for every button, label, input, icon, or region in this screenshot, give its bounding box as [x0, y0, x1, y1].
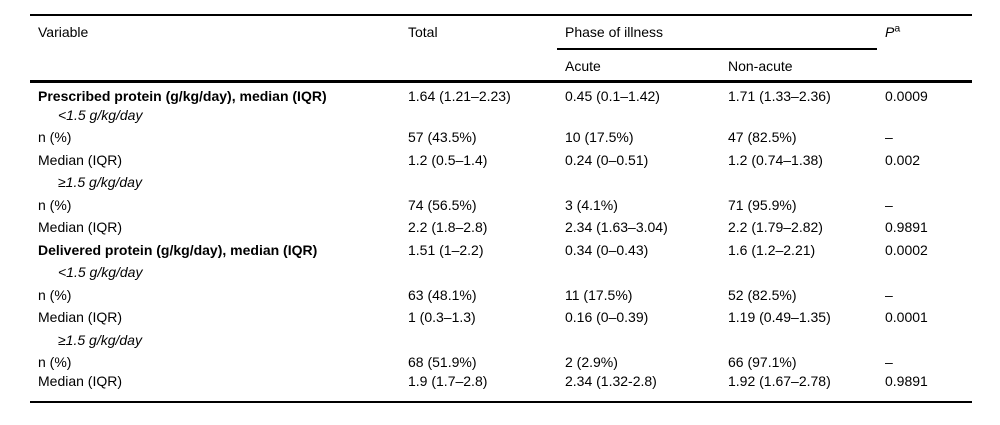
cell-p-value: – [885, 196, 893, 213]
cell-p-value: 0.9891 [885, 372, 928, 389]
row-label: n (%) [38, 129, 72, 146]
table-row: n (%) 68 (51.9%) 2 (2.9%) 66 (97.1%) – [30, 351, 972, 374]
table-row: Median (IQR) 2.2 (1.8–2.8) 2.34 (1.63–3.… [30, 216, 972, 239]
cell-non-acute: 47 (82.5%) [728, 129, 797, 146]
cell-p-value: – [885, 354, 893, 371]
cell-p-value [877, 261, 972, 284]
cell-total: 1.64 (1.21–2.23) [408, 87, 511, 104]
cell-p-value: – [885, 129, 893, 146]
cell-non-acute: 1.71 (1.33–2.36) [728, 87, 831, 104]
row-label: Median (IQR) [38, 372, 123, 389]
row-label: Median (IQR) [38, 219, 123, 236]
cell-acute: 10 (17.5%) [565, 129, 634, 146]
cell-total: 1.2 (0.5–1.4) [408, 151, 488, 168]
cell-non-acute: 1.2 (0.74–1.38) [728, 151, 823, 168]
table-row: n (%) 63 (48.1%) 11 (17.5%) 52 (82.5%) – [30, 284, 972, 307]
cell-non-acute: 1.6 (1.2–2.21) [728, 241, 816, 258]
table-row: Median (IQR) 1.2 (0.5–1.4) 0.24 (0–0.51)… [30, 149, 972, 172]
cell-acute: 2.34 (1.63–3.04) [565, 219, 668, 236]
row-label: <1.5 g/kg/day [58, 264, 143, 281]
cell-p-value: 0.0009 [885, 87, 928, 104]
row-label: <1.5 g/kg/day [58, 106, 143, 123]
cell-non-acute: 1.19 (0.49–1.35) [728, 309, 831, 326]
table-row: Median (IQR) 1 (0.3–1.3) 0.16 (0–0.39) 1… [30, 306, 972, 329]
cell-non-acute: 71 (95.9%) [728, 196, 797, 213]
header-row-top: Variable Total Phase of illness Pa [30, 15, 972, 83]
cell-acute [557, 171, 720, 194]
cell-acute: 0.34 (0–0.43) [565, 241, 649, 258]
table-row: ≥1.5 g/kg/day [30, 171, 972, 194]
row-label: Delivered protein (g/kg/day), median (IQ… [38, 241, 318, 258]
row-label: n (%) [38, 354, 72, 371]
row-label: n (%) [38, 286, 72, 303]
cell-total [400, 329, 557, 352]
p-label: P [885, 24, 895, 40]
row-label: Prescribed protein (g/kg/day), median (I… [38, 87, 327, 104]
cell-acute [557, 261, 720, 284]
cell-total: 57 (43.5%) [408, 129, 477, 146]
cell-total: 1 (0.3–1.3) [408, 309, 476, 326]
cell-acute [557, 104, 720, 127]
cell-p-value [877, 171, 972, 194]
cell-total: 1.9 (1.7–2.8) [408, 372, 488, 389]
row-label: Median (IQR) [38, 151, 123, 168]
row-label: n (%) [38, 196, 72, 213]
table-row: n (%) 57 (43.5%) 10 (17.5%) 47 (82.5%) – [30, 126, 972, 149]
header-total: Total [400, 15, 557, 83]
protein-intake-table: Variable Total Phase of illness Pa Acute… [30, 14, 972, 403]
cell-acute: 2 (2.9%) [565, 354, 618, 371]
cell-acute: 2.34 (1.32-2.8) [565, 372, 657, 389]
table-row: <1.5 g/kg/day [30, 104, 972, 127]
table-row: ≥1.5 g/kg/day [30, 329, 972, 352]
cell-total: 1.51 (1–2.2) [408, 241, 484, 258]
table-row: n (%) 74 (56.5%) 3 (4.1%) 71 (95.9%) – [30, 194, 972, 217]
table-row: Median (IQR) 1.9 (1.7–2.8) 2.34 (1.32-2.… [30, 374, 972, 402]
cell-acute [557, 329, 720, 352]
cell-non-acute: 52 (82.5%) [728, 286, 797, 303]
phase-of-illness-label: Phase of illness [565, 24, 664, 40]
table-header: Variable Total Phase of illness Pa Acute… [30, 15, 972, 83]
cell-non-acute: 66 (97.1%) [728, 354, 797, 371]
cell-non-acute [720, 261, 877, 284]
cell-p-value: 0.0001 [885, 309, 928, 326]
header-phase-of-illness: Phase of illness [557, 15, 877, 50]
cell-acute: 0.24 (0–0.51) [565, 151, 649, 168]
cell-non-acute: 1.92 (1.67–2.78) [728, 372, 831, 389]
row-label: ≥1.5 g/kg/day [58, 331, 142, 348]
cell-total: 68 (51.9%) [408, 354, 477, 371]
cell-total: 63 (48.1%) [408, 286, 477, 303]
cell-p-value [877, 329, 972, 352]
cell-total: 74 (56.5%) [408, 196, 477, 213]
table-row: Delivered protein (g/kg/day), median (IQ… [30, 239, 972, 262]
cell-non-acute [720, 104, 877, 127]
header-row-sub: Acute Non-acute [30, 49, 972, 83]
cell-total [400, 261, 557, 284]
cell-p-value: – [885, 286, 893, 303]
cell-p-value: 0.0002 [885, 241, 928, 258]
cell-p-value: 0.9891 [885, 219, 928, 236]
cell-acute: 3 (4.1%) [565, 196, 618, 213]
cell-p-value: 0.002 [885, 151, 921, 168]
header-p-value: Pa [877, 15, 972, 83]
cell-p-value [877, 104, 972, 127]
table-body: Prescribed protein (g/kg/day), median (I… [30, 81, 972, 402]
row-label: ≥1.5 g/kg/day [58, 174, 142, 191]
cell-acute: 0.45 (0.1–1.42) [565, 87, 660, 104]
p-footnote-marker: a [894, 22, 901, 35]
header-acute: Acute [557, 49, 720, 83]
cell-total: 2.2 (1.8–2.8) [408, 219, 488, 236]
cell-non-acute: 2.2 (1.79–2.82) [728, 219, 823, 236]
cell-acute: 0.16 (0–0.39) [565, 309, 649, 326]
cell-total [400, 171, 557, 194]
table-row: Prescribed protein (g/kg/day), median (I… [30, 81, 972, 104]
cell-total [400, 104, 557, 127]
row-label: Median (IQR) [38, 309, 123, 326]
header-non-acute: Non-acute [720, 49, 877, 83]
cell-acute: 11 (17.5%) [565, 286, 633, 303]
header-variable: Variable [30, 15, 400, 83]
cell-non-acute [720, 329, 877, 352]
table-row: <1.5 g/kg/day [30, 261, 972, 284]
cell-non-acute [720, 171, 877, 194]
